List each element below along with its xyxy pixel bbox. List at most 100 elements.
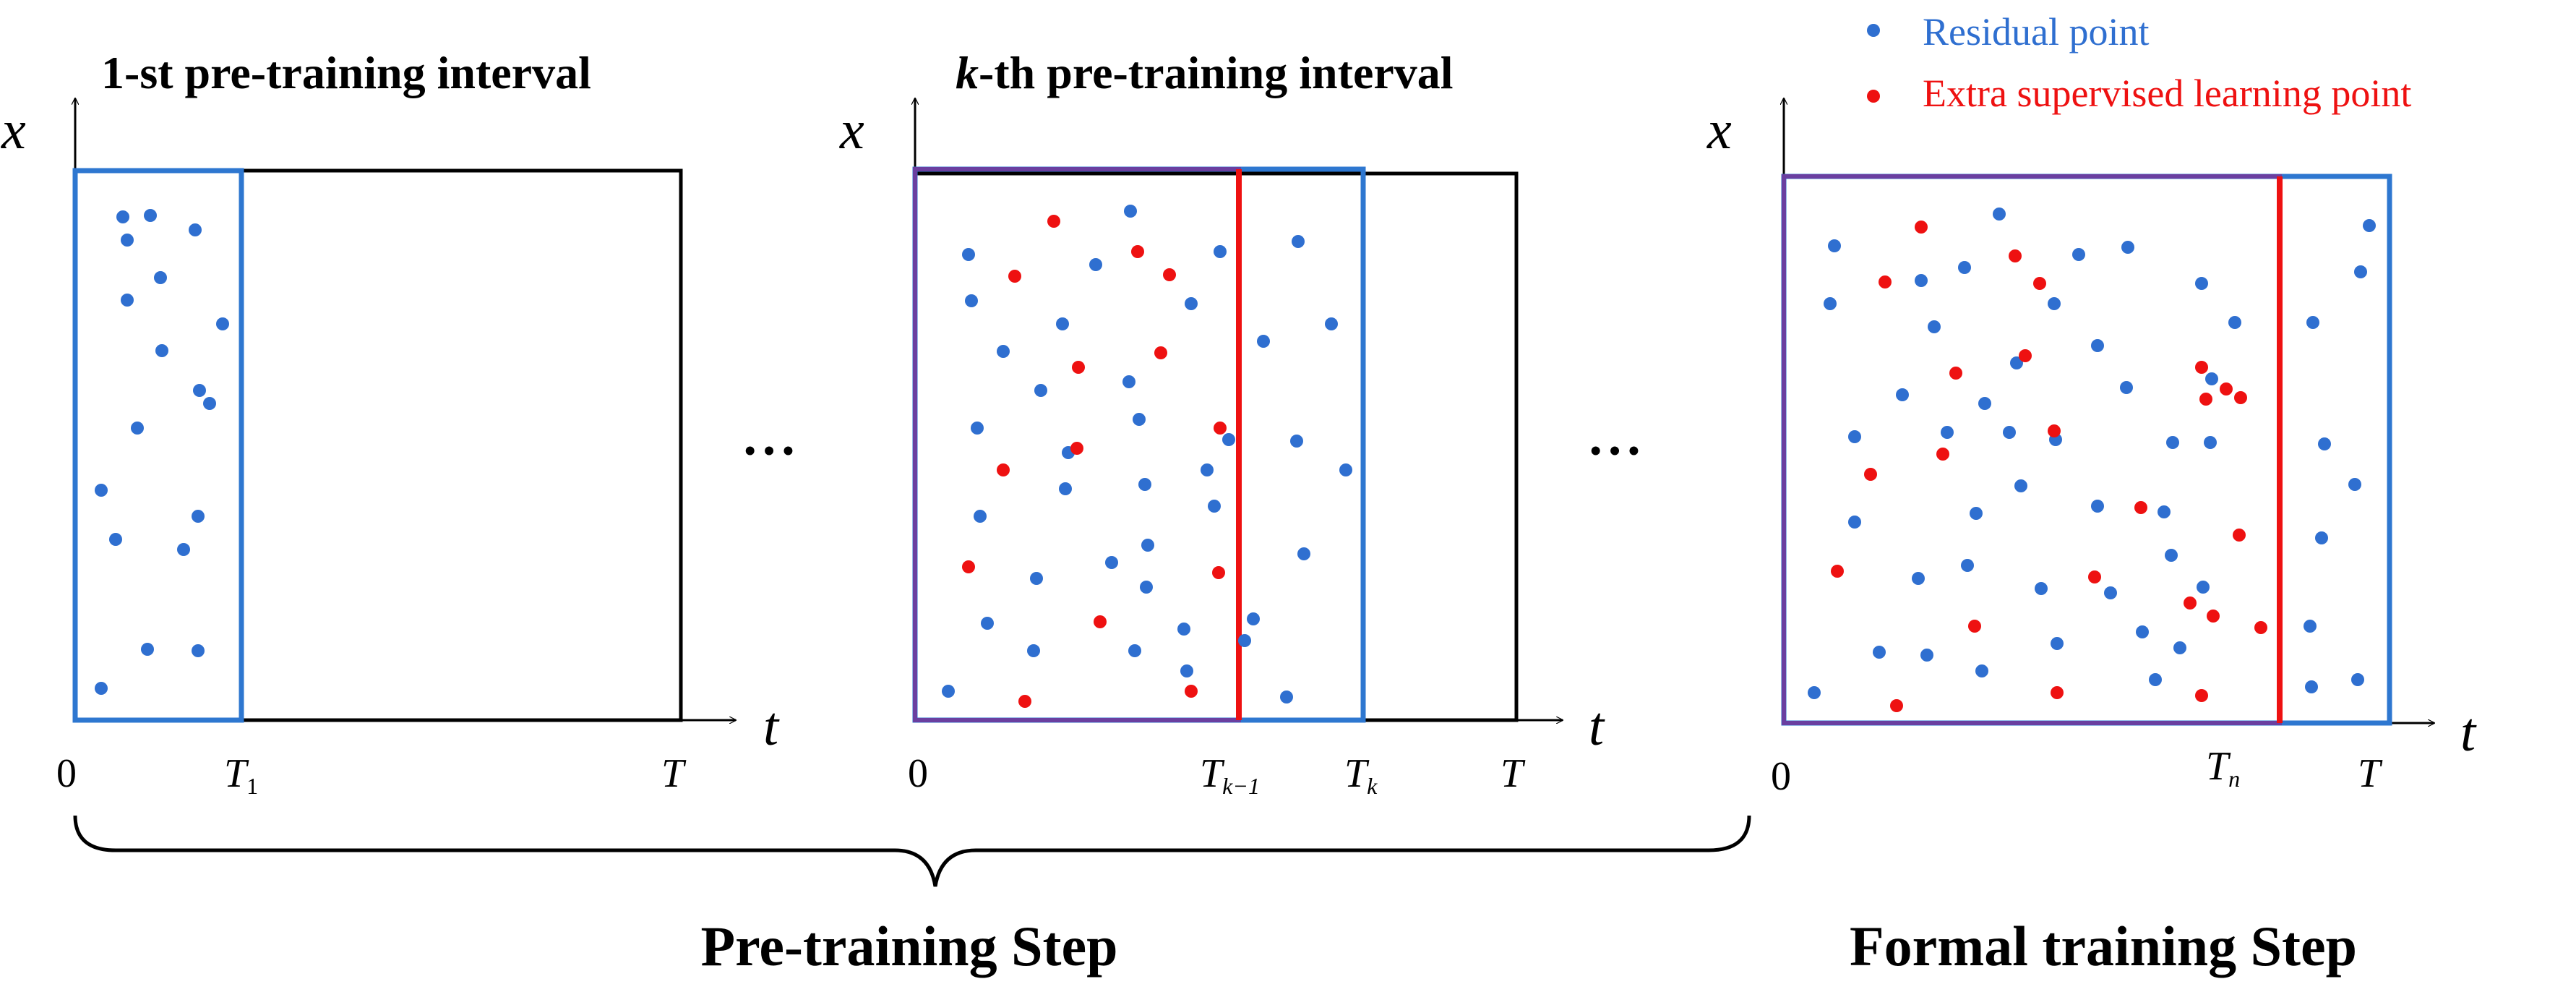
panel3-x-axis-label: t — [2460, 702, 2477, 763]
supervised-point — [2234, 391, 2247, 404]
supervised-point — [2195, 689, 2208, 702]
legend-supervised-dot — [1867, 90, 1880, 103]
residual-point — [2010, 356, 2023, 369]
supervised-point — [1047, 215, 1060, 228]
supervised-point — [2051, 686, 2064, 699]
panel3-points — [1808, 208, 2376, 712]
residual-point — [121, 234, 134, 247]
residual-point — [95, 682, 108, 695]
residual-point — [974, 510, 987, 523]
residual-point — [155, 344, 168, 357]
residual-point — [1180, 664, 1193, 677]
panel1-title: 1-st pre-training interval — [101, 47, 591, 98]
residual-point — [1941, 426, 1954, 439]
residual-point — [1201, 463, 1214, 476]
residual-point — [1920, 649, 1933, 662]
panel1-points — [95, 209, 229, 695]
supervised-point — [2233, 529, 2246, 542]
residual-point — [962, 248, 975, 261]
supervised-point — [1949, 367, 1962, 380]
residual-point — [1873, 646, 1886, 659]
supervised-point — [1879, 275, 1892, 288]
residual-point — [1177, 623, 1190, 636]
residual-point — [1030, 572, 1043, 585]
residual-point — [1339, 463, 1352, 476]
ellipsis-1: • • • — [744, 433, 794, 469]
residual-point — [2165, 549, 2178, 562]
residual-point — [109, 533, 122, 546]
panel2-y-axis-label: x — [839, 100, 864, 161]
residual-point — [2104, 586, 2117, 599]
residual-point — [1140, 581, 1153, 594]
residual-point — [2051, 637, 2064, 650]
residual-point — [1105, 556, 1118, 569]
residual-point — [2091, 500, 2104, 513]
supervised-point — [1163, 268, 1176, 281]
residual-point — [216, 317, 229, 330]
residual-point — [1297, 547, 1310, 560]
panel-kth-pretraining: k-th pre-training interval x t 0 Tk−1 Tk… — [839, 47, 1605, 799]
residual-point — [2304, 620, 2317, 633]
residual-point — [2351, 673, 2364, 686]
residual-point — [2318, 437, 2331, 450]
residual-point — [1124, 205, 1137, 218]
residual-point — [2354, 265, 2367, 278]
formal-training-step-label: Formal training Step — [1850, 915, 2357, 978]
panel1-tick-t: T — [661, 751, 687, 796]
supervised-point — [2033, 277, 2046, 290]
panel3-origin-label: 0 — [1771, 754, 1791, 799]
residual-point — [121, 294, 134, 307]
residual-point — [2149, 673, 2162, 686]
supervised-point — [1131, 245, 1144, 258]
residual-point — [2136, 625, 2149, 638]
residual-point — [2305, 680, 2318, 693]
supervised-point — [2184, 597, 2197, 610]
supervised-point — [997, 463, 1010, 476]
panel3-tick-tn: Tn — [2206, 744, 2240, 792]
legend-supervised-label: Extra supervised learning point — [1923, 72, 2411, 115]
residual-point — [2195, 277, 2208, 290]
supervised-point — [1890, 699, 1903, 712]
panel2-origin-label: 0 — [908, 751, 928, 796]
residual-point — [2306, 316, 2319, 329]
residual-point — [203, 397, 216, 410]
residual-point — [192, 644, 205, 657]
residual-point — [1128, 644, 1141, 657]
supervised-point — [1936, 448, 1949, 461]
residual-point — [1208, 500, 1221, 513]
residual-point — [144, 209, 157, 222]
residual-point — [1089, 258, 1102, 271]
residual-point — [1222, 433, 1235, 446]
residual-point — [2315, 531, 2328, 544]
residual-point — [1290, 435, 1303, 448]
supervised-point — [1154, 346, 1167, 359]
residual-point — [1292, 235, 1305, 248]
residual-point — [1056, 317, 1069, 330]
residual-point — [1912, 572, 1925, 585]
residual-point — [95, 484, 108, 497]
panel1-origin-label: 0 — [56, 751, 77, 796]
residual-point — [1133, 413, 1146, 426]
panel3-domain-box — [1781, 174, 2392, 726]
residual-point — [1214, 245, 1227, 258]
supervised-point — [1915, 221, 1928, 234]
residual-point — [2072, 248, 2085, 261]
panel1-x-axis-label: t — [763, 696, 780, 757]
supervised-point — [1214, 422, 1227, 435]
residual-point — [1848, 516, 1861, 529]
residual-point — [2166, 436, 2179, 449]
panel3-previous-interval-box — [1782, 174, 2282, 725]
supervised-point — [1185, 685, 1198, 698]
residual-point — [1247, 612, 1260, 625]
panel2-points — [942, 205, 1352, 708]
residual-point — [141, 643, 154, 656]
residual-point — [193, 384, 206, 397]
residual-point — [981, 617, 994, 630]
residual-point — [1059, 482, 1072, 495]
legend: Residual point Extra supervised learning… — [1867, 10, 2411, 115]
supervised-point — [1072, 361, 1085, 374]
residual-point — [2091, 339, 2104, 352]
residual-point — [997, 345, 1010, 358]
residual-point — [192, 510, 205, 523]
